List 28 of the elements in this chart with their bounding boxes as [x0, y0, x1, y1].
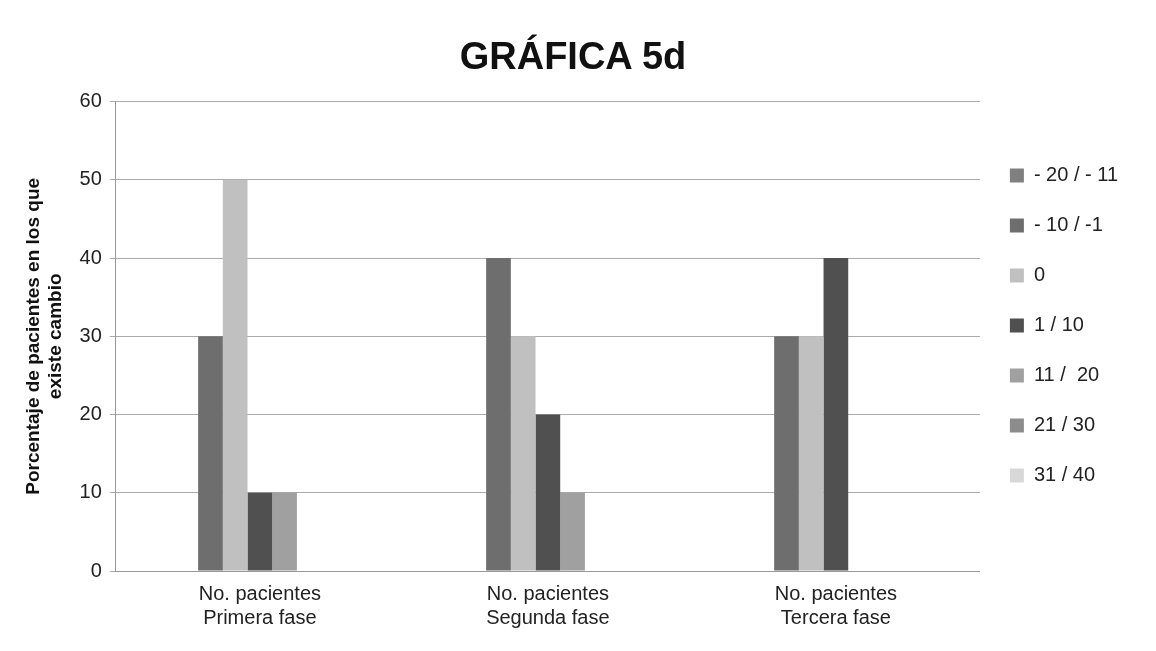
legend-label: 31 / 40	[1033, 463, 1096, 486]
legend-label: 1 / 10	[1033, 313, 1084, 336]
chart-title: GRÁFICA 5d	[459, 34, 687, 78]
bar	[535, 414, 561, 571]
y-tick-label: 10	[79, 480, 102, 503]
bar	[823, 258, 849, 571]
bar	[798, 336, 824, 571]
y-tick-label: 20	[79, 402, 102, 425]
y-tick-label: 30	[79, 323, 102, 346]
y-axis-title: Porcentaje de pacientes en los que existe cambio	[21, 177, 66, 495]
x-tick-label: No. pacientes Segunda fase	[486, 581, 610, 628]
x-tick-label: No. pacientes Tercera fase	[774, 581, 898, 628]
legend-label: 11 / 20	[1033, 363, 1100, 386]
y-tick-label: 60	[79, 89, 102, 112]
legend-label: - 20 / - 11	[1033, 163, 1119, 186]
legend-label: - 10 / -1	[1033, 213, 1103, 236]
bar	[198, 336, 223, 571]
bar	[222, 179, 248, 571]
bar	[510, 336, 536, 571]
bar	[486, 258, 511, 571]
legend-label: 0	[1033, 263, 1046, 286]
bar	[774, 336, 799, 571]
x-tick-label: No. pacientes Primera fase	[198, 581, 321, 628]
y-tick-label: 40	[79, 245, 102, 268]
bar	[247, 492, 273, 571]
legend-label: 21 / 30	[1033, 413, 1096, 436]
y-tick-label: 0	[90, 558, 102, 581]
y-tick-label: 50	[79, 167, 102, 190]
